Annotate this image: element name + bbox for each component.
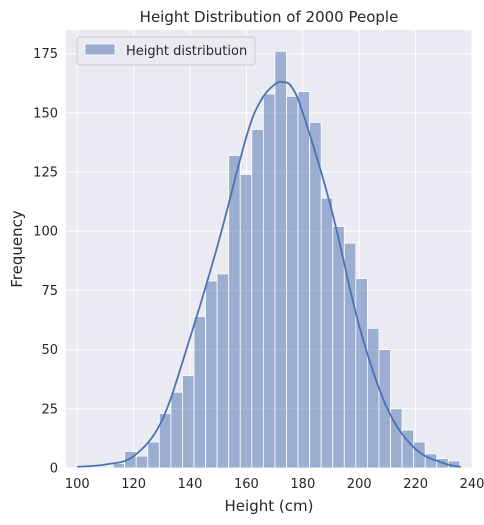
histogram-bar xyxy=(378,349,391,469)
histogram-bar xyxy=(309,121,322,469)
x-tick-labels: 100 120 140 160 180 200 220 240 xyxy=(65,477,484,492)
histogram-bars xyxy=(112,50,461,469)
histogram-bar xyxy=(239,174,253,469)
y-axis-label: Frequency xyxy=(8,210,26,288)
legend: Height distribution xyxy=(76,36,256,66)
histogram-bar xyxy=(147,441,160,469)
y-tick-label: 0 xyxy=(50,462,58,477)
histogram-bar xyxy=(355,278,368,469)
histogram-bar xyxy=(332,226,345,469)
y-tick-label: 125 xyxy=(33,166,58,181)
histogram-bar xyxy=(205,280,218,469)
histogram-bar xyxy=(193,316,206,469)
legend-label: Height distribution xyxy=(126,44,247,59)
histogram-bar xyxy=(297,91,311,469)
histogram-bar xyxy=(182,375,195,469)
x-tick-label: 100 xyxy=(65,477,90,492)
histogram-bar xyxy=(135,455,149,469)
kde-line xyxy=(77,80,461,468)
x-tick-label: 160 xyxy=(234,477,259,492)
histogram-bar xyxy=(216,273,230,469)
y-tick-label: 50 xyxy=(41,343,58,358)
legend-swatch xyxy=(84,43,116,56)
histogram-bar xyxy=(286,95,299,469)
histogram-bar xyxy=(262,93,276,469)
y-tick-label: 25 xyxy=(41,402,58,417)
x-tick-label: 200 xyxy=(347,477,372,492)
legend-box xyxy=(76,36,256,66)
x-tick-label: 180 xyxy=(290,477,315,492)
histogram-bar xyxy=(343,242,357,469)
histogram-bar xyxy=(170,391,183,469)
histogram-bar xyxy=(228,155,241,469)
x-tick-label: 140 xyxy=(178,477,203,492)
histogram-bar xyxy=(251,129,264,469)
y-tick-label: 75 xyxy=(41,284,58,299)
y-tick-label: 175 xyxy=(33,47,58,62)
y-tick-labels: 0 25 50 75 100 125 150 175 xyxy=(33,47,58,476)
x-tick-label: 240 xyxy=(460,477,484,492)
y-tick-label: 150 xyxy=(33,106,58,121)
x-tick-label: 120 xyxy=(121,477,146,492)
histogram-bar xyxy=(366,327,380,469)
histogram-bar xyxy=(320,197,334,469)
chart-title: Height Distribution of 2000 People xyxy=(140,8,399,26)
x-tick-label: 220 xyxy=(403,477,428,492)
histogram-bar xyxy=(274,50,287,469)
y-tick-label: 100 xyxy=(33,225,58,240)
kde-curve xyxy=(77,80,461,468)
x-axis-label: Height (cm) xyxy=(225,497,314,515)
